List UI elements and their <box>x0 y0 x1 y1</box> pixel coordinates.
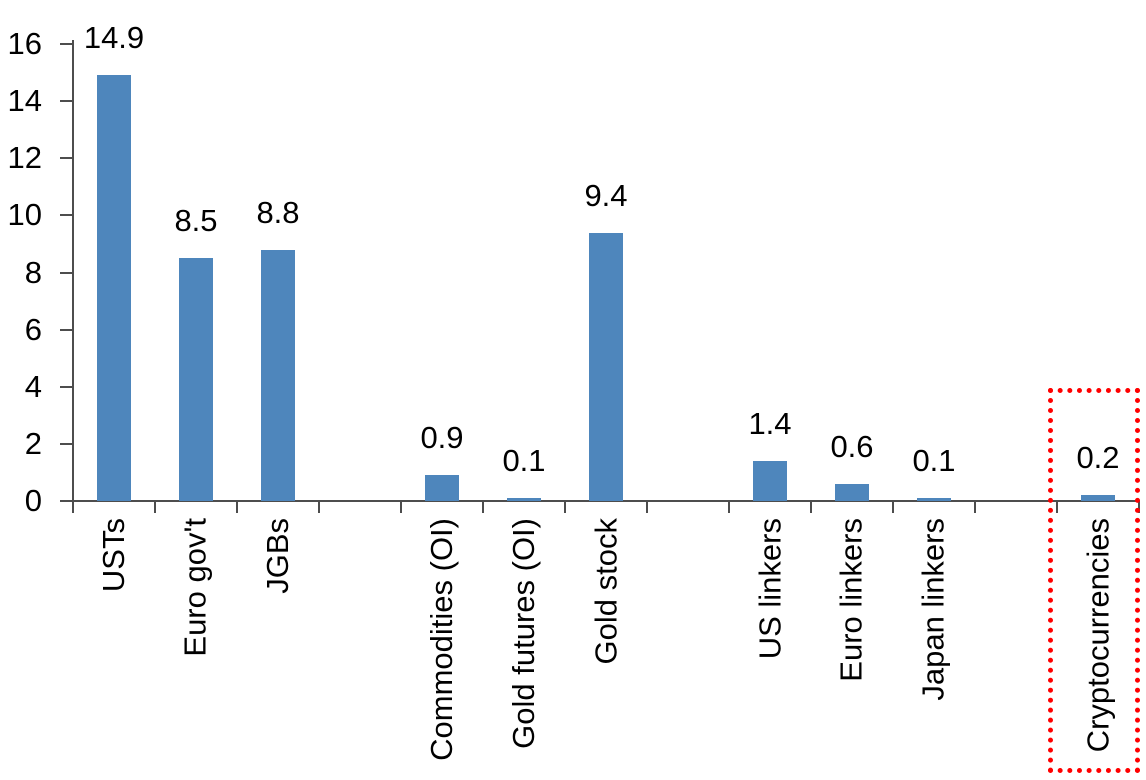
y-tick-label: 12 <box>7 140 42 176</box>
y-tick-label: 14 <box>7 83 42 119</box>
y-tick-mark <box>60 271 73 274</box>
bar-value-label: 0.2 <box>1076 440 1120 475</box>
highlight-box <box>1048 388 1140 773</box>
x-tick-mark <box>974 500 976 513</box>
y-tick-label: 6 <box>24 311 42 347</box>
x-tick-mark <box>564 500 566 513</box>
y-tick-mark <box>60 328 73 331</box>
x-category-label: USTs <box>96 518 131 593</box>
x-tick-mark <box>72 500 74 513</box>
y-tick-label: 0 <box>24 483 42 518</box>
x-tick-mark <box>400 500 402 513</box>
bar-value-label: 8.8 <box>256 195 300 230</box>
x-category-label: US linkers <box>752 518 787 660</box>
x-tick-mark <box>482 500 484 513</box>
x-tick-mark <box>892 500 894 513</box>
x-tick-mark <box>236 500 238 513</box>
x-tick-mark <box>1056 500 1058 513</box>
x-category-label: Euro gov't <box>178 518 213 657</box>
bar-value-label: 8.5 <box>174 203 218 238</box>
x-tick-mark <box>318 500 320 513</box>
x-tick-mark <box>646 500 648 513</box>
bar-value-label: 14.9 <box>83 20 145 55</box>
bar-commodities-oi <box>425 475 459 501</box>
x-category-label: Gold futures (OI) <box>506 518 541 749</box>
bar-value-label: 0.1 <box>912 443 956 478</box>
y-tick-mark <box>60 214 73 217</box>
x-tick-mark <box>154 500 156 513</box>
bar-value-label: 1.4 <box>748 406 792 441</box>
bar-jgbs <box>261 250 295 501</box>
y-tick-label: 16 <box>7 26 42 61</box>
x-category-label: Gold stock <box>588 518 623 665</box>
bar-value-label: 0.6 <box>830 429 874 464</box>
x-tick-mark <box>728 500 730 513</box>
x-category-label: Euro linkers <box>834 518 869 682</box>
y-tick-label: 10 <box>7 197 42 233</box>
bar-japan-linkers <box>917 498 951 501</box>
bar-value-label: 0.1 <box>502 443 546 478</box>
x-axis-line <box>72 500 1140 502</box>
bar-us-linkers <box>753 461 787 501</box>
x-category-label: Commodities (OI) <box>424 518 459 761</box>
y-tick-label: 8 <box>24 254 42 290</box>
bar-euro-gov-t <box>179 258 213 501</box>
x-tick-mark <box>810 500 812 513</box>
y-tick-label: 4 <box>24 368 42 404</box>
y-tick-mark <box>60 157 73 160</box>
y-tick-mark <box>60 43 73 45</box>
bar-gold-stock <box>589 233 623 501</box>
y-tick-mark <box>60 385 73 388</box>
bar-value-label: 9.4 <box>584 178 628 213</box>
bar-usts <box>97 75 131 501</box>
y-tick-mark <box>60 100 73 103</box>
y-tick-mark <box>60 500 73 502</box>
x-category-label: JGBs <box>260 518 295 594</box>
y-tick-mark <box>60 442 73 445</box>
bar-cryptocurrencies <box>1081 495 1115 501</box>
bar-value-label: 0.9 <box>420 420 464 455</box>
y-axis-line <box>72 40 74 513</box>
bar-gold-futures-oi <box>507 498 541 501</box>
bar-euro-linkers <box>835 484 869 501</box>
y-tick-label: 2 <box>24 425 42 461</box>
x-category-label: Japan linkers <box>916 518 951 701</box>
